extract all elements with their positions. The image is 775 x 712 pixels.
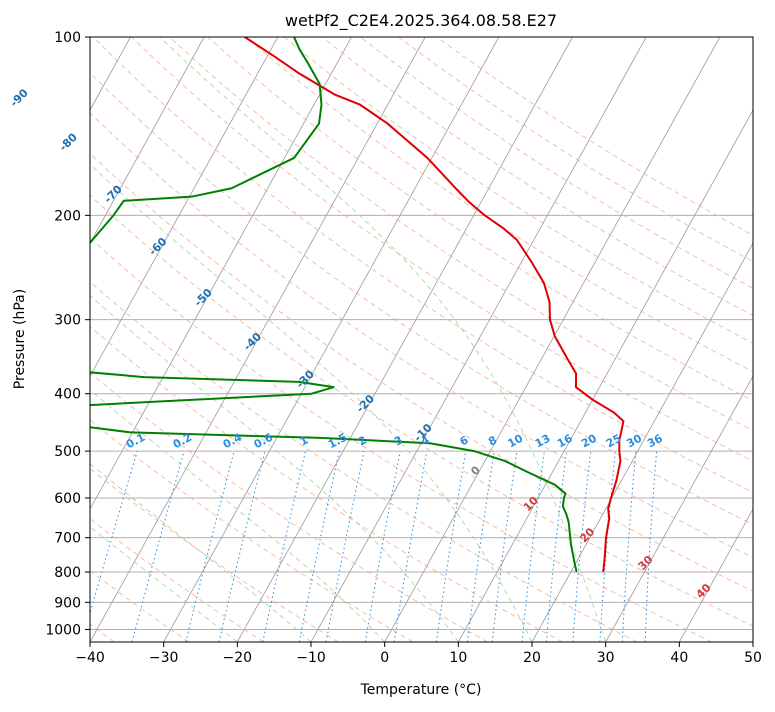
- mixing-ratio-line: [521, 451, 545, 642]
- mixing-ratio-line: [218, 450, 266, 642]
- dry-adiabat-line: [90, 325, 563, 642]
- isotherm-line: [678, 508, 753, 642]
- mixing-ratio-label: 10: [506, 432, 526, 451]
- x-tick-label: 50: [744, 650, 762, 666]
- temperature-profile-line: [244, 37, 625, 573]
- isotherm-line: [90, 37, 426, 642]
- mixing-ratio-label: 25: [604, 432, 624, 451]
- mixing-ratio-line: [90, 450, 138, 615]
- mixing-ratio-line: [185, 450, 235, 642]
- dry-adiabat-line: [321, 37, 753, 317]
- axes: −40 −30 −20 −10 0 10 20 30 40 50 100 200 300 400 500 60…: [45, 30, 762, 666]
- x-tick-label: −20: [223, 650, 253, 666]
- x-axis-label: Temperature (°C): [360, 682, 482, 698]
- y-tick-label: 900: [54, 595, 81, 611]
- profile-lines: [90, 37, 625, 573]
- dewpoint-profile-line: [90, 37, 578, 573]
- mixing-ratio-label: 20: [579, 432, 599, 451]
- y-tick-label: 600: [54, 491, 81, 507]
- isotherm-line: [163, 37, 500, 642]
- x-tick-label: −30: [149, 650, 179, 666]
- isotherm-line: [605, 375, 753, 642]
- dry-adiabat-line: [92, 37, 753, 493]
- mixing-ratio-line: [491, 451, 518, 642]
- moist-adiabat-line: [90, 526, 238, 642]
- mixing-ratio-line: [262, 450, 307, 642]
- y-tick-label: 800: [54, 565, 81, 581]
- background-grid: [90, 37, 753, 642]
- mixing-ratio-line: [298, 450, 340, 642]
- dry-adiabat-line: [90, 419, 414, 642]
- isotherm-line: [531, 242, 753, 642]
- x-tick-label: 20: [523, 650, 541, 666]
- mixing-ratio-line: [393, 451, 428, 642]
- mixing-ratio-label: 16: [555, 432, 575, 451]
- moist-adiabat-line: [90, 389, 386, 642]
- isotherm-line: [236, 37, 573, 642]
- moist-adiabat-line: [90, 163, 533, 642]
- mixing-ratio-line: [325, 450, 365, 642]
- mixing-ratio-line: [467, 451, 495, 642]
- chart-title: wetPf2_C2E4.2025.364.08.58.E27: [285, 11, 557, 31]
- isotherm-line: [384, 37, 721, 642]
- y-tick-label: 200: [54, 208, 81, 224]
- x-tick-label: 30: [597, 650, 615, 666]
- mixing-ratio-line: [364, 451, 401, 642]
- mixing-ratio-line: [621, 451, 637, 642]
- mixing-ratio-line: [572, 451, 592, 642]
- y-tick-label: 700: [54, 531, 81, 547]
- isotherm-line: [90, 37, 352, 510]
- moist-adiabat-line: [159, 37, 607, 642]
- x-tick-label: −40: [75, 650, 105, 666]
- moist-adiabat-line: [90, 294, 459, 642]
- dry-adiabat-line: [90, 152, 753, 592]
- dry-adiabat-line: [131, 37, 753, 462]
- dry-adiabat-line: [90, 467, 339, 642]
- mixing-ratio-label: 30: [624, 432, 644, 451]
- dry-adiabat-line: [283, 37, 753, 344]
- y-tick-label: 300: [54, 313, 81, 329]
- dry-adiabat-line: [90, 281, 638, 642]
- dry-adiabat-line: [90, 237, 712, 642]
- mixing-ratio-line: [644, 451, 658, 642]
- mixing-ratio-line: [435, 451, 467, 642]
- isotherm-line: [457, 109, 753, 642]
- y-tick-label: 400: [54, 387, 81, 403]
- x-tick-label: −10: [296, 650, 326, 666]
- x-tick-label: 10: [449, 650, 467, 666]
- mixing-ratio-line: [131, 450, 185, 642]
- dry-adiabat-line: [90, 112, 753, 559]
- mixing-ratio-label: 36: [645, 432, 665, 451]
- x-tick-label: 40: [670, 650, 688, 666]
- isotherm-line: [90, 37, 205, 244]
- plot-frame: [89, 36, 754, 643]
- y-axis-label: Pressure (hPa): [12, 289, 28, 389]
- mixing-ratio-label: 13: [533, 432, 553, 451]
- x-tick-label: 0: [380, 650, 389, 666]
- y-tick-label: 1000: [45, 622, 81, 638]
- dry-adiabat-line: [90, 194, 753, 627]
- dry-adiabat-line: [245, 37, 753, 373]
- dry-adiabat-line: [436, 37, 753, 236]
- y-tick-label: 100: [54, 30, 81, 46]
- mixing-ratio-line: [599, 451, 616, 642]
- mixing-ratio-line: [545, 451, 567, 642]
- y-tick-label: 500: [54, 444, 81, 460]
- dry-adiabat-line: [90, 72, 753, 526]
- isotherm-line: [90, 37, 279, 377]
